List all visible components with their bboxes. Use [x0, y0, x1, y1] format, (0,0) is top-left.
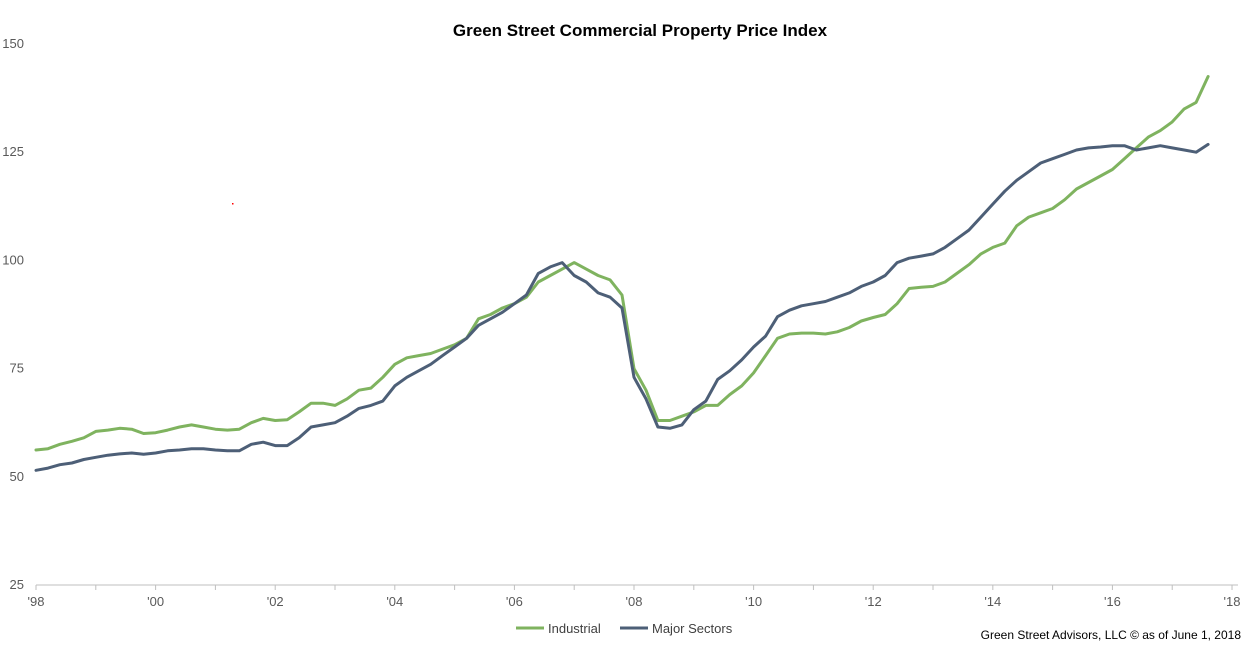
series-line-major-sectors — [34, 142, 1210, 472]
series-line-industrial — [34, 75, 1210, 452]
legend-label-major-sectors: Major Sectors — [652, 621, 733, 636]
x-tick-label-1998: '98 — [28, 594, 45, 609]
x-tick-label-2008: '08 — [626, 594, 643, 609]
y-tick-label-100: 100 — [2, 252, 24, 267]
legend-label-industrial: Industrial — [548, 621, 601, 636]
x-tick-label-2000: '00 — [147, 594, 164, 609]
y-axis-ticks: 25 50 75 100 125 150 — [2, 36, 24, 592]
chart-title: Green Street Commercial Property Price I… — [453, 21, 828, 40]
y-tick-label-50: 50 — [10, 469, 24, 484]
source-note: Green Street Advisors, LLC © as of June … — [981, 628, 1242, 642]
legend: Industrial Major Sectors — [516, 621, 733, 636]
x-tick-label-2002: '02 — [267, 594, 284, 609]
x-tick-label-2014: '14 — [984, 594, 1001, 609]
x-tick-label-2004: '04 — [386, 594, 403, 609]
y-tick-label-75: 75 — [10, 361, 24, 376]
x-tick-label-2010: '10 — [745, 594, 762, 609]
x-tick-label-2018: '18 — [1224, 594, 1241, 609]
series-lines — [34, 75, 1210, 472]
x-tick-label-2006: '06 — [506, 594, 523, 609]
x-tick-label-2012: '12 — [865, 594, 882, 609]
stray-mark — [232, 203, 234, 205]
x-axis: '98 '00 '02 '04 '06 '08 '10 '12 '14 '16 '18 — [28, 584, 1241, 609]
y-tick-label-150: 150 — [2, 36, 24, 51]
x-tick-label-2016: '16 — [1104, 594, 1121, 609]
y-tick-label-25: 25 — [10, 577, 24, 592]
y-tick-label-125: 125 — [2, 144, 24, 159]
